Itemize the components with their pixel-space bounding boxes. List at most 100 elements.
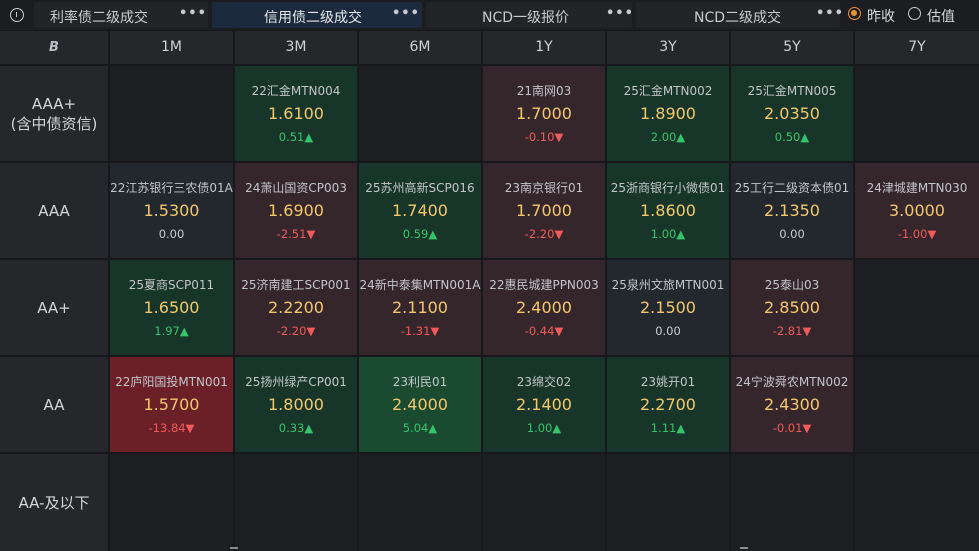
bond-change: -2.20▼ bbox=[524, 227, 564, 241]
bond-cell[interactable]: 23南京银行01 1.7000 -2.20▼ bbox=[483, 163, 605, 258]
bond-name: 22江苏银行三农债01A bbox=[110, 181, 233, 195]
bond-name: 22庐阳国投MTN001 bbox=[115, 375, 228, 389]
empty-cell bbox=[483, 454, 605, 551]
bond-yield: 2.4300 bbox=[764, 395, 820, 414]
bond-name: 24津城建MTN030 bbox=[866, 181, 968, 195]
bond-cell[interactable]: 24萧山国资CP003 1.6900 -2.51▼ bbox=[235, 163, 357, 258]
bond-cell[interactable]: 25汇金MTN005 2.0350 0.50▲ bbox=[731, 66, 853, 161]
empty-cell bbox=[110, 66, 233, 161]
bond-cell[interactable]: 23姚开01 2.2700 1.11▲ bbox=[607, 357, 729, 452]
bond-change: 0.51▲ bbox=[278, 130, 314, 144]
bond-cell[interactable]: 25汇金MTN002 1.8900 2.00▲ bbox=[607, 66, 729, 161]
bond-cell[interactable]: 23利民01 2.4000 5.04▲ bbox=[359, 357, 481, 452]
row-label-text: AA-及以下 bbox=[18, 493, 90, 512]
bond-name: 25扬州绿产CP001 bbox=[245, 375, 347, 389]
tab-ncd-secondary[interactable]: NCD二级成交 ••• bbox=[636, 2, 843, 28]
radio-valuation-label[interactable]: 估值 bbox=[927, 9, 955, 25]
bond-cell[interactable]: 25工行二级资本债01 2.1350 0.00 bbox=[731, 163, 853, 258]
bond-name: 22惠民城建PPN003 bbox=[489, 278, 599, 292]
bond-name: 25夏商SCP011 bbox=[128, 278, 215, 292]
bond-change: 1.00▲ bbox=[650, 227, 686, 241]
bond-name: 23南京银行01 bbox=[504, 181, 584, 195]
bond-yield: 1.8000 bbox=[268, 395, 324, 414]
empty-cell bbox=[731, 454, 853, 551]
bond-change: 0.50▲ bbox=[774, 130, 810, 144]
bond-cell[interactable]: 24宁波舜农MTN002 2.4300 -0.01▼ bbox=[731, 357, 853, 452]
bond-yield: 2.0350 bbox=[764, 104, 820, 123]
bond-yield: 2.1500 bbox=[640, 298, 696, 317]
bond-change: -0.01▼ bbox=[772, 421, 812, 435]
more-icon[interactable]: ••• bbox=[392, 6, 420, 21]
bond-cell[interactable]: 23绵交02 2.1400 1.00▲ bbox=[483, 357, 605, 452]
bond-name: 25济南建工SCP001 bbox=[241, 278, 351, 292]
bond-yield: 2.2200 bbox=[268, 298, 324, 317]
bond-name: 25汇金MTN002 bbox=[623, 84, 713, 98]
bond-change: -13.84▼ bbox=[148, 421, 195, 435]
corner-header: B bbox=[0, 31, 108, 64]
bond-yield: 1.5700 bbox=[143, 395, 200, 414]
empty-cell bbox=[855, 454, 979, 551]
bond-change: 1.97▲ bbox=[154, 324, 189, 338]
brand-icon: B bbox=[49, 40, 59, 55]
column-header-7y: 7Y bbox=[855, 31, 979, 64]
bond-yield: 2.1350 bbox=[764, 201, 820, 220]
empty-cell bbox=[855, 357, 979, 452]
bond-cell[interactable]: 25泰山03 2.8500 -2.81▼ bbox=[731, 260, 853, 355]
column-header-3y: 3Y bbox=[607, 31, 729, 64]
bond-yield: 2.4000 bbox=[516, 298, 572, 317]
bond-cell[interactable]: 24津城建MTN030 3.0000 -1.00▼ bbox=[855, 163, 979, 258]
top-tab-bar: 利率债二级成交 ••• 信用债二级成交 ••• NCD一级报价 ••• NCD二… bbox=[0, 0, 979, 30]
resize-handle[interactable] bbox=[230, 547, 238, 549]
bond-yield: 3.0000 bbox=[889, 201, 945, 220]
tab-label: NCD二级成交 bbox=[694, 10, 782, 26]
bond-yield: 1.7000 bbox=[516, 201, 572, 220]
more-icon[interactable]: ••• bbox=[816, 6, 844, 21]
bond-cell[interactable]: 25扬州绿产CP001 1.8000 0.33▲ bbox=[235, 357, 357, 452]
empty-cell bbox=[855, 260, 979, 355]
bond-cell[interactable]: 22汇金MTN004 1.6100 0.51▲ bbox=[235, 66, 357, 161]
bond-yield: 1.6100 bbox=[268, 104, 324, 123]
bond-yield: 2.1400 bbox=[516, 395, 572, 414]
bond-cell[interactable]: 22惠民城建PPN003 2.4000 -0.44▼ bbox=[483, 260, 605, 355]
bond-cell[interactable]: 21南网03 1.7000 -0.10▼ bbox=[483, 66, 605, 161]
bond-cell[interactable]: 22江苏银行三农债01A 1.5300 0.00 bbox=[110, 163, 233, 258]
bond-cell[interactable]: 25苏州高新SCP016 1.7400 0.59▲ bbox=[359, 163, 481, 258]
bond-yield: 1.5300 bbox=[143, 201, 200, 220]
resize-handle[interactable] bbox=[740, 547, 748, 549]
radio-prev-close[interactable] bbox=[848, 7, 861, 20]
tab-label: NCD一级报价 bbox=[482, 10, 570, 26]
info-icon[interactable] bbox=[10, 8, 24, 22]
bond-change: -2.51▼ bbox=[276, 227, 316, 241]
bond-name: 24新中泰集MTN001A bbox=[359, 278, 481, 292]
bond-cell[interactable]: 25夏商SCP011 1.6500 1.97▲ bbox=[110, 260, 233, 355]
bond-change: 5.04▲ bbox=[402, 421, 438, 435]
bond-yield: 2.2700 bbox=[640, 395, 696, 414]
bond-cell[interactable]: 24新中泰集MTN001A 2.1100 -1.31▼ bbox=[359, 260, 481, 355]
row-label: AA bbox=[0, 357, 108, 452]
bond-change: 1.11▲ bbox=[650, 421, 686, 435]
bond-change: 0.33▲ bbox=[278, 421, 314, 435]
bond-cell[interactable]: 25泉州文旅MTN001 2.1500 0.00 bbox=[607, 260, 729, 355]
radio-prev-close-label[interactable]: 昨收 bbox=[867, 9, 895, 25]
empty-cell bbox=[607, 454, 729, 551]
tab-rate-bond-secondary[interactable]: 利率债二级成交 ••• bbox=[34, 2, 208, 28]
more-icon[interactable]: ••• bbox=[179, 6, 207, 21]
empty-cell bbox=[110, 454, 233, 551]
tab-ncd-primary-quote[interactable]: NCD一级报价 ••• bbox=[426, 2, 634, 28]
bond-cell[interactable]: 25济南建工SCP001 2.2200 -2.20▼ bbox=[235, 260, 357, 355]
bond-name: 23利民01 bbox=[392, 375, 448, 389]
radio-valuation[interactable] bbox=[908, 7, 921, 20]
tab-credit-bond-secondary[interactable]: 信用债二级成交 ••• bbox=[212, 2, 422, 28]
bond-yield: 1.7400 bbox=[392, 201, 448, 220]
row-label: AA+ bbox=[0, 260, 108, 355]
more-icon[interactable]: ••• bbox=[606, 6, 634, 21]
bond-change: 2.00▲ bbox=[650, 130, 686, 144]
bond-change: 0.00 bbox=[655, 324, 681, 338]
bond-yield: 1.8900 bbox=[640, 104, 696, 123]
bond-cell[interactable]: 22庐阳国投MTN001 1.5700 -13.84▼ bbox=[110, 357, 233, 452]
bond-yield: 1.6900 bbox=[268, 201, 324, 220]
bond-change: -1.31▼ bbox=[400, 324, 440, 338]
bond-cell[interactable]: 25浙商银行小微债01 1.8600 1.00▲ bbox=[607, 163, 729, 258]
bond-change: -2.81▼ bbox=[772, 324, 812, 338]
bond-change: -0.44▼ bbox=[524, 324, 564, 338]
